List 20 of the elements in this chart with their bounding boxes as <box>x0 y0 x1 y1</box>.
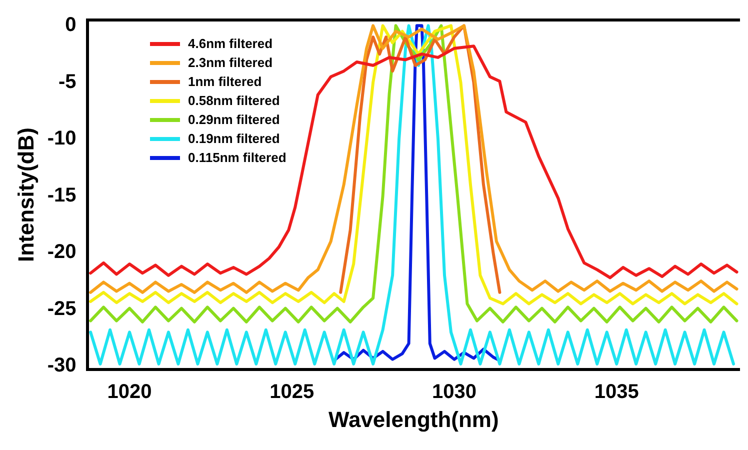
legend-label: 0.115nm filtered <box>188 149 286 167</box>
y-tick-label: -30 <box>47 354 76 377</box>
legend-label: 2.3nm filtered <box>188 54 273 72</box>
y-tick-label: 0 <box>65 14 76 36</box>
x-tick-label: 1030 <box>432 381 476 404</box>
y-tick-label: -15 <box>47 184 76 206</box>
x-axis-title: Wavelength(nm) <box>328 406 499 432</box>
legend-label: 0.58nm filtered <box>188 92 280 110</box>
legend-label: 4.6nm filtered <box>188 35 273 53</box>
y-tick-label: -10 <box>47 128 76 150</box>
x-tick-label: 1020 <box>107 381 152 404</box>
y-axis-title: Intensity(dB) <box>13 128 38 262</box>
legend-label: 1nm filtered <box>188 73 262 91</box>
y-tick-label: -25 <box>47 298 76 320</box>
x-tick-label: 1035 <box>594 381 639 404</box>
y-tick-label: -20 <box>47 241 76 264</box>
x-tick-label: 1025 <box>270 381 314 404</box>
legend-label: 0.19nm filtered <box>188 130 280 148</box>
legend-label: 0.29nm filtered <box>188 111 280 129</box>
y-tick-label: -5 <box>58 70 76 93</box>
